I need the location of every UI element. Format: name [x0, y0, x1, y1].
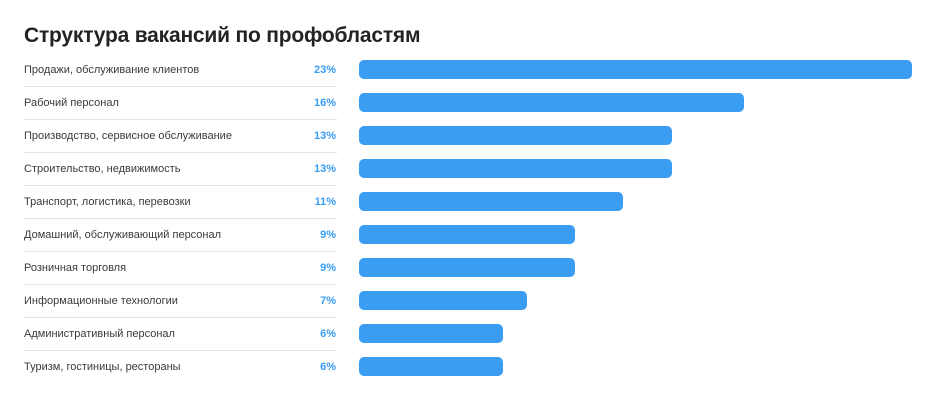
bar-track [359, 291, 912, 310]
bar-track [359, 126, 912, 145]
chart-row: Продажи, обслуживание клиентов 23% [0, 54, 936, 87]
value-label: 23% [313, 64, 336, 76]
chart-row: Розничная торговля 9% [0, 252, 936, 285]
category-label: Строительство, недвижимость [24, 163, 181, 175]
row-divider [24, 251, 337, 252]
chart-row: Административный персонал 6% [0, 318, 936, 351]
category-label: Домашний, обслуживающий персонал [24, 229, 222, 241]
value-label: 6% [320, 361, 336, 373]
row-divider [24, 350, 337, 351]
bar-track [359, 258, 912, 277]
chart-row: Домашний, обслуживающий персонал 9% [0, 219, 936, 252]
category-label: Информационные технологии [24, 295, 178, 307]
bar [359, 324, 503, 343]
bar [359, 159, 672, 178]
chart-row: Транспорт, логистика, перевозки 11% [0, 186, 936, 219]
value-label: 13% [313, 163, 336, 175]
chart-row: Рабочий персонал 16% [0, 87, 936, 120]
category-label: Туризм, гостиницы, рестораны [24, 361, 181, 373]
bar-track [359, 159, 912, 178]
chart-row: Туризм, гостиницы, рестораны 6% [0, 351, 936, 384]
chart-title: Структура вакансий по профобластям [24, 24, 421, 47]
value-label: 11% [314, 196, 336, 208]
value-label: 16% [313, 97, 336, 109]
bar-track [359, 60, 912, 79]
bar [359, 126, 672, 145]
row-divider [24, 152, 337, 153]
chart-row: Строительство, недвижимость 13% [0, 153, 936, 186]
bar [359, 60, 912, 79]
bar [359, 225, 575, 244]
bar [359, 93, 744, 112]
row-divider [24, 86, 337, 87]
row-divider [24, 119, 337, 120]
category-label: Розничная торговля [24, 262, 127, 274]
category-label: Административный персонал [24, 328, 175, 340]
bar-track [359, 93, 912, 112]
bar [359, 258, 575, 277]
bar-track [359, 357, 912, 376]
value-label: 13% [313, 130, 336, 142]
bar-track [359, 192, 912, 211]
bar-track [359, 225, 912, 244]
category-label: Транспорт, логистика, перевозки [24, 196, 191, 208]
value-label: 9% [320, 262, 336, 274]
bar-chart: Продажи, обслуживание клиентов 23% Рабочий… [0, 54, 936, 384]
bar [359, 192, 623, 211]
bar [359, 357, 503, 376]
category-label: Рабочий персонал [24, 97, 119, 109]
category-label: Продажи, обслуживание клиентов [24, 64, 200, 76]
value-label: 7% [320, 295, 336, 307]
row-divider [24, 284, 337, 285]
row-divider [24, 317, 337, 318]
row-divider [24, 185, 337, 186]
value-label: 6% [320, 328, 336, 340]
chart-row: Производство, сервисное обслуживание 13% [0, 120, 936, 153]
bar-track [359, 324, 912, 343]
chart-row: Информационные технологии 7% [0, 285, 936, 318]
bar [359, 291, 527, 310]
category-label: Производство, сервисное обслуживание [24, 130, 232, 142]
value-label: 9% [320, 229, 336, 241]
row-divider [24, 218, 337, 219]
